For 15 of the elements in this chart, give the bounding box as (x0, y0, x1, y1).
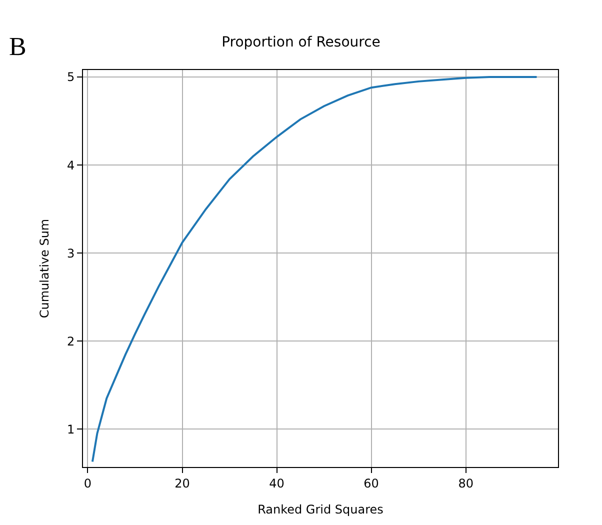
y-tick-label: 1 (66, 422, 75, 436)
y-tick-label: 4 (66, 158, 75, 172)
y-tick-label: 5 (66, 70, 75, 84)
line-series (91, 76, 538, 463)
x-tick-label: 40 (269, 476, 284, 490)
x-tick-label: 80 (458, 476, 474, 490)
y-tick-label: 2 (66, 334, 75, 348)
chart-title: Proportion of Resource (222, 34, 380, 51)
text: B (9, 32, 26, 61)
x-tick-label: 20 (174, 476, 190, 490)
y-tick-label: 3 (66, 246, 75, 260)
x-tick-label: 60 (364, 476, 379, 490)
x-tick-label: 0 (84, 476, 92, 490)
x-axis-title: Ranked Grid Squares (258, 502, 384, 516)
y-axis-title: Cumulative Sum (37, 218, 52, 318)
